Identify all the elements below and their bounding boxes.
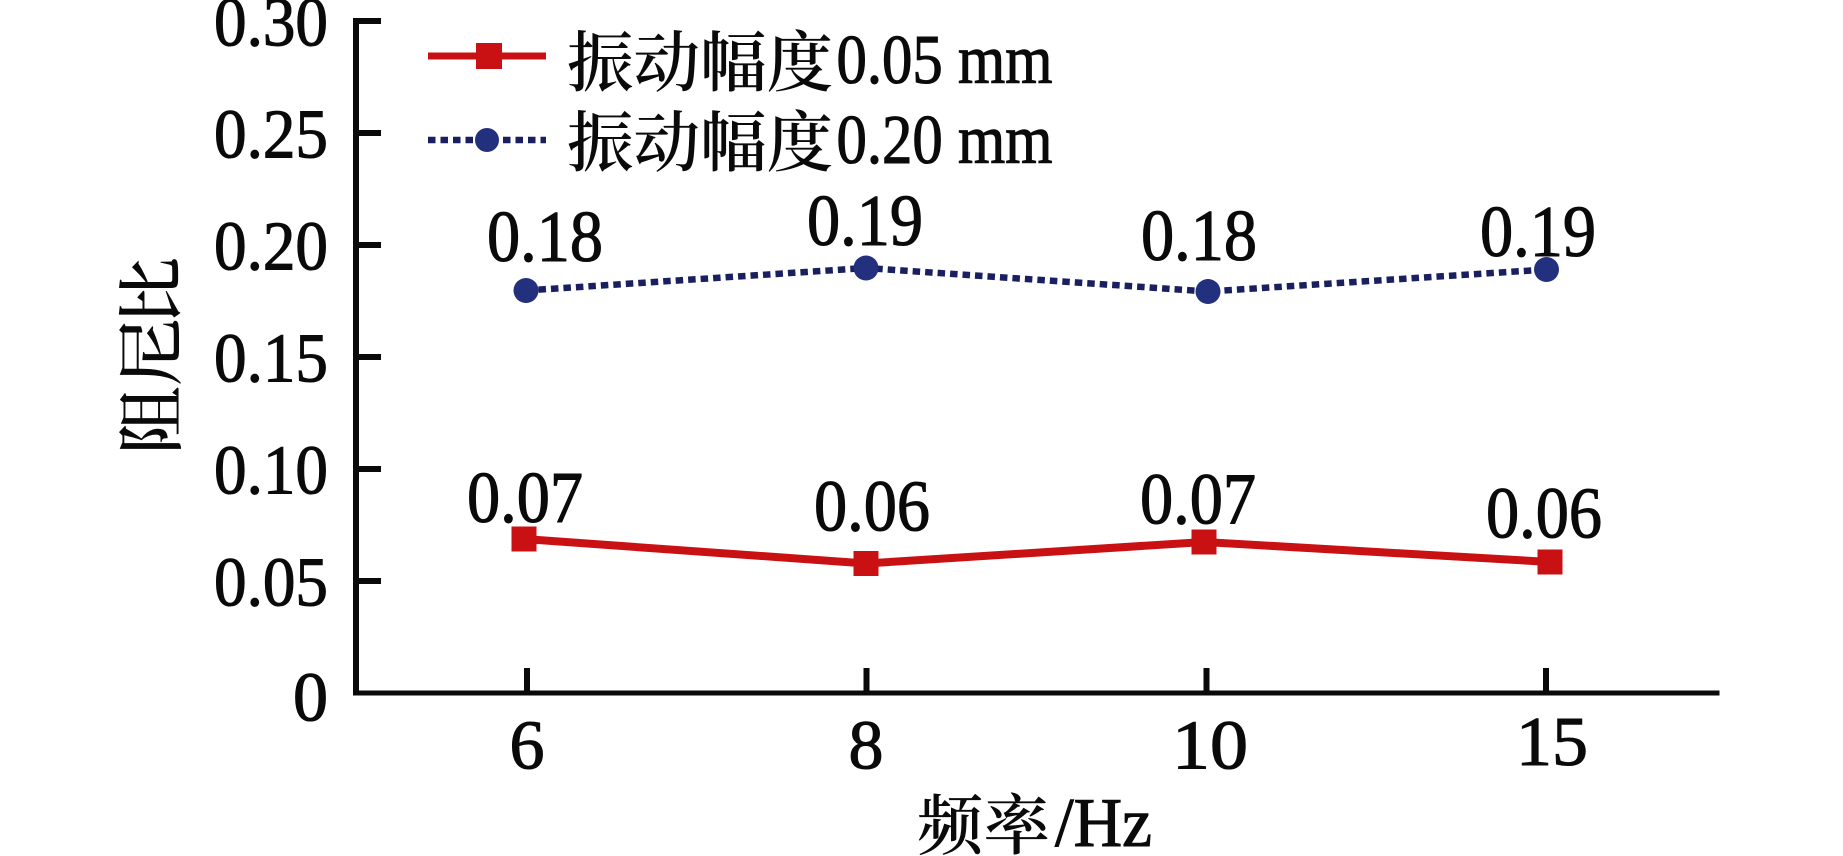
svg-text:0.07: 0.07 bbox=[467, 457, 583, 538]
svg-text:0.18: 0.18 bbox=[1141, 195, 1257, 276]
svg-text:0.05: 0.05 bbox=[214, 545, 328, 622]
svg-text:0.15: 0.15 bbox=[214, 321, 328, 398]
svg-text:0.19: 0.19 bbox=[807, 180, 923, 261]
svg-text:0.07: 0.07 bbox=[1140, 459, 1256, 540]
svg-text:0: 0 bbox=[293, 660, 328, 737]
svg-text:0.25: 0.25 bbox=[214, 97, 328, 174]
svg-text:0.10: 0.10 bbox=[214, 433, 328, 510]
svg-text:0.18: 0.18 bbox=[487, 196, 603, 277]
svg-text:0.19: 0.19 bbox=[1480, 191, 1596, 272]
svg-text:0.06: 0.06 bbox=[1486, 473, 1602, 554]
svg-text:0.20 mm: 0.20 mm bbox=[837, 102, 1053, 179]
svg-text:6: 6 bbox=[510, 708, 545, 785]
svg-text:/Hz: /Hz bbox=[1055, 785, 1152, 856]
svg-text:0.20: 0.20 bbox=[214, 209, 328, 286]
svg-text:0.05 mm: 0.05 mm bbox=[837, 22, 1053, 99]
svg-text:10: 10 bbox=[1172, 708, 1248, 785]
svg-text:0.06: 0.06 bbox=[814, 466, 930, 547]
svg-text:15: 15 bbox=[1516, 704, 1588, 781]
svg-text:8: 8 bbox=[849, 708, 884, 785]
svg-text:0.30: 0.30 bbox=[214, 0, 328, 62]
